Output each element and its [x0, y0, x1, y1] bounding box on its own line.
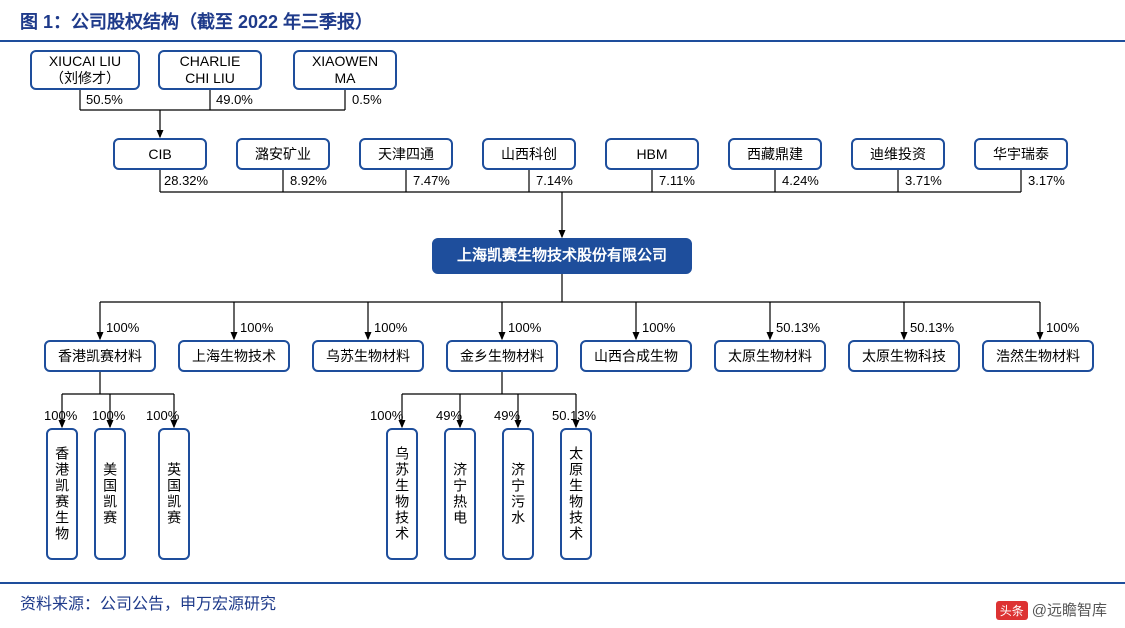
- watermark-icon: 头条: [996, 601, 1028, 620]
- node-l3-6: 太原生物科技: [848, 340, 960, 372]
- node-l3-3: 金乡生物材料: [446, 340, 558, 372]
- node-l3-0: 香港凯赛材料: [44, 340, 156, 372]
- pct-l3-4: 100%: [642, 320, 675, 335]
- pct-l1-0: 50.5%: [86, 92, 123, 107]
- node-l2-2: 天津四通: [359, 138, 453, 170]
- node-l3-4: 山西合成生物: [580, 340, 692, 372]
- node-l4b-3: 太原生物技术: [560, 428, 592, 560]
- node-shareholder-0: XIUCAI LIU （刘修才）: [30, 50, 140, 90]
- org-chart: XIUCAI LIU （刘修才） CHARLIE CHI LIU XIAOWEN…: [0, 42, 1125, 582]
- node-center-company: 上海凯赛生物技术股份有限公司: [432, 238, 692, 274]
- node-l2-6: 迪维投资: [851, 138, 945, 170]
- pct-l2-4: 7.11%: [659, 173, 695, 188]
- node-l2-3: 山西科创: [482, 138, 576, 170]
- figure-title: 图 1：公司股权结构（截至 2022 年三季报）: [0, 0, 1125, 42]
- pct-l2-1: 8.92%: [290, 173, 327, 188]
- pct-l4a-2: 100%: [146, 408, 179, 423]
- node-l4b-1: 济宁热电: [444, 428, 476, 560]
- node-l2-5: 西藏鼎建: [728, 138, 822, 170]
- pct-l4b-2: 49%: [494, 408, 520, 423]
- pct-l2-0: 28.32%: [164, 173, 208, 188]
- pct-l2-3: 7.14%: [536, 173, 573, 188]
- pct-l2-7: 3.17%: [1028, 173, 1065, 188]
- node-shareholder-2: XIAOWEN MA: [293, 50, 397, 90]
- pct-l3-3: 100%: [508, 320, 541, 335]
- pct-l3-0: 100%: [106, 320, 139, 335]
- node-l3-5: 太原生物材料: [714, 340, 826, 372]
- node-l2-4: HBM: [605, 138, 699, 170]
- pct-l4a-0: 100%: [44, 408, 77, 423]
- node-l4a-0: 香港凯赛生物: [46, 428, 78, 560]
- pct-l3-7: 100%: [1046, 320, 1079, 335]
- pct-l3-6: 50.13%: [910, 320, 954, 335]
- watermark-text: @远瞻智库: [1032, 602, 1107, 619]
- node-l3-1: 上海生物技术: [178, 340, 290, 372]
- watermark: 头条@远瞻智库: [996, 599, 1107, 620]
- node-shareholder-1: CHARLIE CHI LIU: [158, 50, 262, 90]
- node-l2-7: 华宇瑞泰: [974, 138, 1068, 170]
- figure-source: 资料来源：公司公告，申万宏源研究: [0, 582, 1125, 620]
- pct-l3-1: 100%: [240, 320, 273, 335]
- node-l3-7: 浩然生物材料: [982, 340, 1094, 372]
- pct-l2-2: 7.47%: [413, 173, 450, 188]
- pct-l3-2: 100%: [374, 320, 407, 335]
- pct-l1-1: 49.0%: [216, 92, 253, 107]
- node-l4b-0: 乌苏生物技术: [386, 428, 418, 560]
- node-l4a-2: 英国凯赛: [158, 428, 190, 560]
- pct-l4a-1: 100%: [92, 408, 125, 423]
- pct-l4b-1: 49%: [436, 408, 462, 423]
- pct-l4b-0: 100%: [370, 408, 403, 423]
- pct-l4b-3: 50.13%: [552, 408, 596, 423]
- node-l4a-1: 美国凯赛: [94, 428, 126, 560]
- node-l4b-2: 济宁污水: [502, 428, 534, 560]
- node-l2-1: 潞安矿业: [236, 138, 330, 170]
- node-l2-0: CIB: [113, 138, 207, 170]
- pct-l2-5: 4.24%: [782, 173, 819, 188]
- pct-l3-5: 50.13%: [776, 320, 820, 335]
- pct-l1-2: 0.5%: [352, 92, 382, 107]
- pct-l2-6: 3.71%: [905, 173, 942, 188]
- node-l3-2: 乌苏生物材料: [312, 340, 424, 372]
